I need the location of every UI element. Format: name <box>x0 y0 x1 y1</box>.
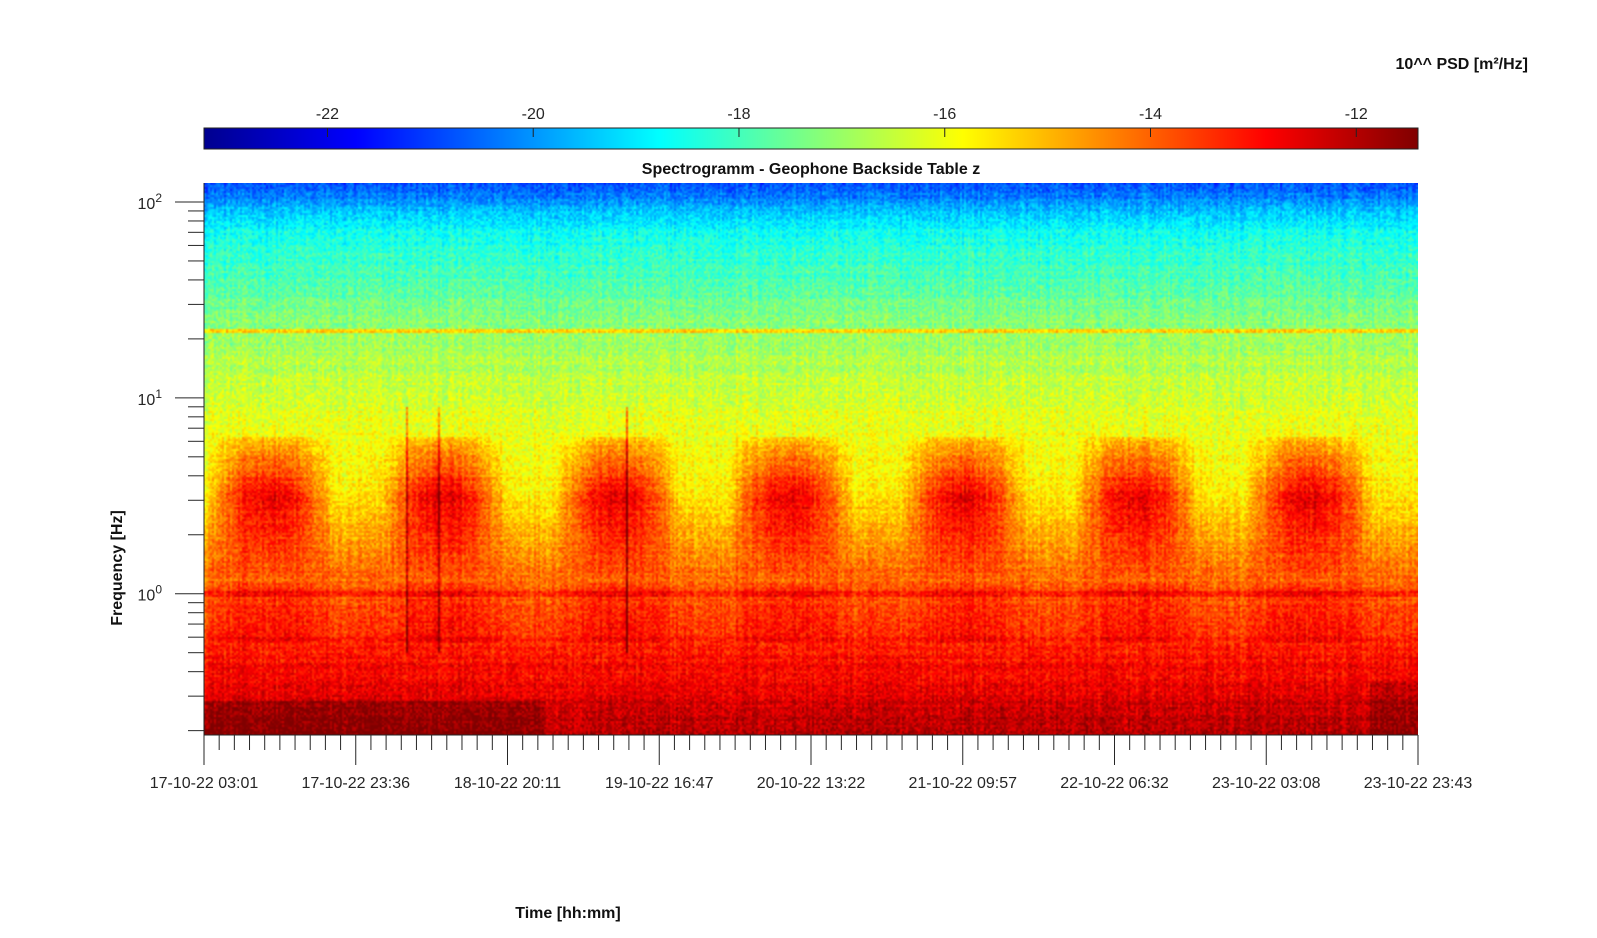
x-tick-label: 17-10-22 03:01 <box>150 775 259 792</box>
x-tick-label: 18-10-22 20:11 <box>454 775 561 792</box>
colorbar-ticks: -22 -20 -18 -16 -14 -12 <box>316 106 1368 137</box>
x-tick-label: 23-10-22 23:43 <box>1364 775 1473 792</box>
y-axis-label: Frequency [Hz] <box>109 510 126 626</box>
x-tick-label: 23-10-22 03:08 <box>1212 775 1321 792</box>
x-axis-label: Time [hh:mm] <box>515 905 620 922</box>
x-tick-label: 22-10-22 06:32 <box>1060 775 1169 792</box>
colorbar-tick-label: -22 <box>316 106 339 123</box>
y-axis: 100 101 102 <box>138 183 205 735</box>
x-tick-label: 17-10-22 23:36 <box>301 775 410 792</box>
x-tick-label: 19-10-22 16:47 <box>605 775 714 792</box>
y-tick-label: 101 <box>138 387 163 409</box>
colorbar-label: 10^^ PSD [m²/Hz] <box>1396 56 1528 73</box>
chart-title: Spectrogramm - Geophone Backside Table z <box>642 161 980 178</box>
colorbar-tick-label: -12 <box>1345 106 1368 123</box>
colorbar-tick-label: -14 <box>1139 106 1162 123</box>
x-axis: 17-10-22 03:01 17-10-22 23:36 18-10-22 20:… <box>150 734 1473 792</box>
colorbar-tick-label: -18 <box>727 106 750 123</box>
y-tick-label: 100 <box>138 583 163 605</box>
spectrogram-image <box>204 183 1418 735</box>
colorbar: -22 -20 -18 -16 -14 -12 <box>203 106 1419 150</box>
colorbar-tick-label: -16 <box>933 106 956 123</box>
colorbar-tick-label: -20 <box>522 106 545 123</box>
x-tick-label: 20-10-22 13:22 <box>757 775 866 792</box>
plot-area <box>204 183 1418 735</box>
x-tick-label: 21-10-22 09:57 <box>908 775 1017 792</box>
y-tick-label: 102 <box>138 191 163 213</box>
colorbar-gradient <box>203 127 1419 150</box>
